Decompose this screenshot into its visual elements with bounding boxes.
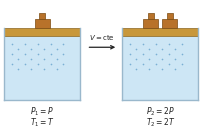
Bar (4, 28, 80, 36)
Text: $T_2 = 2T$: $T_2 = 2T$ (146, 117, 175, 129)
Bar (162, 19, 177, 28)
Bar (122, 28, 198, 36)
Text: $T_1 = T$: $T_1 = T$ (30, 117, 55, 129)
Text: $P_2 = 2P$: $P_2 = 2P$ (146, 106, 175, 118)
Bar (4, 36, 80, 100)
Text: $P_1 = P$: $P_1 = P$ (30, 106, 54, 118)
Bar (148, 13, 154, 19)
Text: $V = \mathrm{cte}$: $V = \mathrm{cte}$ (89, 33, 115, 42)
Bar (39, 13, 45, 19)
Bar (167, 13, 173, 19)
Bar (122, 36, 198, 100)
Bar (143, 19, 158, 28)
Bar (35, 19, 50, 28)
